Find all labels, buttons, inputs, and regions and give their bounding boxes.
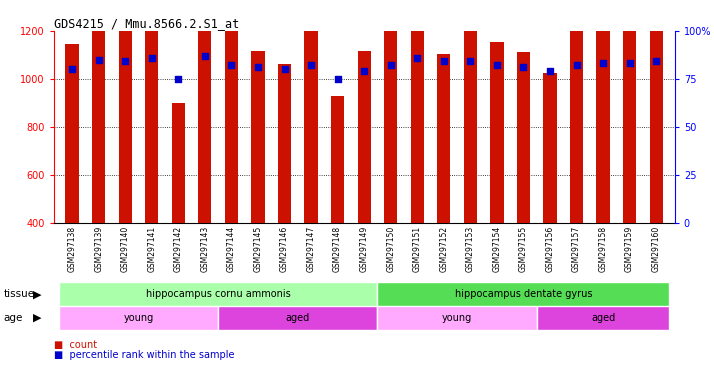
Point xyxy=(438,58,450,65)
Bar xyxy=(517,52,530,223)
Text: GSM297147: GSM297147 xyxy=(306,226,316,272)
Point xyxy=(385,62,396,68)
Bar xyxy=(378,306,537,330)
Point xyxy=(411,55,423,61)
Text: tissue: tissue xyxy=(4,289,35,299)
Bar xyxy=(119,31,132,223)
Bar xyxy=(225,23,238,223)
Bar xyxy=(92,18,106,223)
Text: GSM297144: GSM297144 xyxy=(227,226,236,272)
Bar xyxy=(543,73,557,223)
Text: GSM297157: GSM297157 xyxy=(572,226,581,272)
Text: GSM297143: GSM297143 xyxy=(201,226,209,272)
Bar xyxy=(491,41,503,223)
Bar xyxy=(378,282,670,306)
Point xyxy=(146,55,158,61)
Point xyxy=(119,58,131,65)
Bar xyxy=(198,0,211,223)
Text: GSM297140: GSM297140 xyxy=(121,226,130,272)
Bar xyxy=(251,51,265,223)
Text: GSM297158: GSM297158 xyxy=(598,226,608,272)
Text: young: young xyxy=(442,313,472,323)
Text: aged: aged xyxy=(591,313,615,323)
Point xyxy=(598,60,609,66)
Bar xyxy=(596,4,610,223)
Text: GSM297138: GSM297138 xyxy=(68,226,76,272)
Text: GSM297160: GSM297160 xyxy=(652,226,660,272)
Point xyxy=(518,64,529,70)
Text: GSM297154: GSM297154 xyxy=(493,226,501,272)
Text: GSM297146: GSM297146 xyxy=(280,226,289,272)
Text: GSM297145: GSM297145 xyxy=(253,226,263,272)
Bar xyxy=(66,44,79,223)
Text: ■  count: ■ count xyxy=(54,340,96,350)
Text: GSM297139: GSM297139 xyxy=(94,226,104,272)
Text: ▶: ▶ xyxy=(33,289,41,299)
Bar xyxy=(537,306,670,330)
Bar xyxy=(570,30,583,223)
Point xyxy=(93,56,104,63)
Point xyxy=(306,62,317,68)
Point xyxy=(173,76,184,82)
Bar xyxy=(411,0,424,223)
Text: ▶: ▶ xyxy=(33,313,41,323)
Bar xyxy=(278,65,291,223)
Bar xyxy=(358,51,371,223)
Point xyxy=(66,66,78,72)
Point xyxy=(252,64,263,70)
Point xyxy=(544,68,555,74)
Text: GSM297149: GSM297149 xyxy=(360,226,368,272)
Bar xyxy=(171,103,185,223)
Text: GSM297150: GSM297150 xyxy=(386,226,395,272)
Text: GSM297155: GSM297155 xyxy=(519,226,528,272)
Text: GSM297159: GSM297159 xyxy=(625,226,634,272)
Text: aged: aged xyxy=(286,313,310,323)
Text: age: age xyxy=(4,313,23,323)
Bar xyxy=(463,0,477,223)
Text: hippocampus dentate gyrus: hippocampus dentate gyrus xyxy=(455,289,592,299)
Bar xyxy=(623,7,636,223)
Text: GSM297156: GSM297156 xyxy=(545,226,555,272)
Point xyxy=(624,60,635,66)
Text: GDS4215 / Mmu.8566.2.S1_at: GDS4215 / Mmu.8566.2.S1_at xyxy=(54,17,238,30)
Bar xyxy=(304,23,318,223)
Text: young: young xyxy=(124,313,154,323)
Text: GSM297148: GSM297148 xyxy=(333,226,342,272)
Text: GSM297151: GSM297151 xyxy=(413,226,422,272)
Point xyxy=(358,68,370,74)
Point xyxy=(199,53,211,59)
Bar xyxy=(218,306,378,330)
Text: GSM297152: GSM297152 xyxy=(439,226,448,272)
Bar xyxy=(384,31,397,223)
Point xyxy=(278,66,290,72)
Text: GSM297142: GSM297142 xyxy=(174,226,183,272)
Point xyxy=(465,58,476,65)
Text: GSM297153: GSM297153 xyxy=(466,226,475,272)
Text: GSM297141: GSM297141 xyxy=(147,226,156,272)
Text: ■  percentile rank within the sample: ■ percentile rank within the sample xyxy=(54,350,234,360)
Bar xyxy=(437,53,451,223)
Bar xyxy=(650,0,663,223)
Point xyxy=(226,62,237,68)
Text: hippocampus cornu ammonis: hippocampus cornu ammonis xyxy=(146,289,291,299)
Bar xyxy=(59,306,218,330)
Point xyxy=(570,62,582,68)
Bar xyxy=(59,282,378,306)
Bar xyxy=(331,96,344,223)
Bar xyxy=(145,0,159,223)
Point xyxy=(332,76,343,82)
Point xyxy=(491,62,503,68)
Point xyxy=(650,58,662,65)
